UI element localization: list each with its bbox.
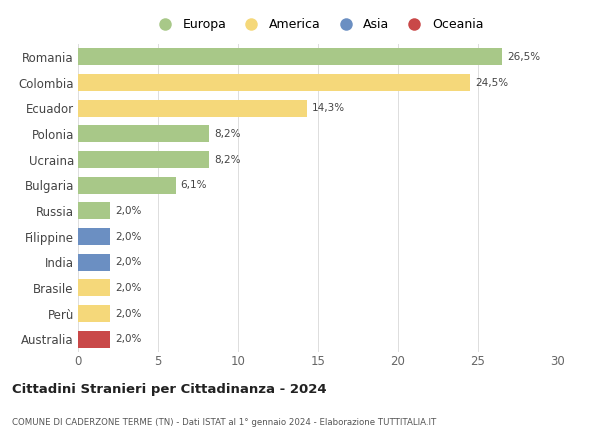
Bar [78, 74, 470, 91]
Text: 2,0%: 2,0% [115, 283, 141, 293]
Bar [78, 279, 110, 296]
Bar [78, 151, 209, 168]
Text: 8,2%: 8,2% [214, 154, 241, 165]
Text: 26,5%: 26,5% [507, 52, 540, 62]
Bar [78, 177, 176, 194]
Bar [78, 331, 110, 348]
Bar [78, 48, 502, 65]
Bar [78, 125, 209, 142]
Bar [78, 228, 110, 245]
Text: 2,0%: 2,0% [115, 231, 141, 242]
Bar [78, 100, 307, 117]
Text: 2,0%: 2,0% [115, 308, 141, 319]
Legend: Europa, America, Asia, Oceania: Europa, America, Asia, Oceania [148, 13, 488, 36]
Text: 6,1%: 6,1% [181, 180, 207, 190]
Bar [78, 254, 110, 271]
Text: 14,3%: 14,3% [311, 103, 345, 113]
Text: 2,0%: 2,0% [115, 257, 141, 267]
Text: Cittadini Stranieri per Cittadinanza - 2024: Cittadini Stranieri per Cittadinanza - 2… [12, 383, 326, 396]
Text: 2,0%: 2,0% [115, 206, 141, 216]
Text: 2,0%: 2,0% [115, 334, 141, 344]
Bar [78, 305, 110, 322]
Text: 8,2%: 8,2% [214, 129, 241, 139]
Text: COMUNE DI CADERZONE TERME (TN) - Dati ISTAT al 1° gennaio 2024 - Elaborazione TU: COMUNE DI CADERZONE TERME (TN) - Dati IS… [12, 418, 436, 427]
Bar [78, 202, 110, 219]
Text: 24,5%: 24,5% [475, 77, 508, 88]
